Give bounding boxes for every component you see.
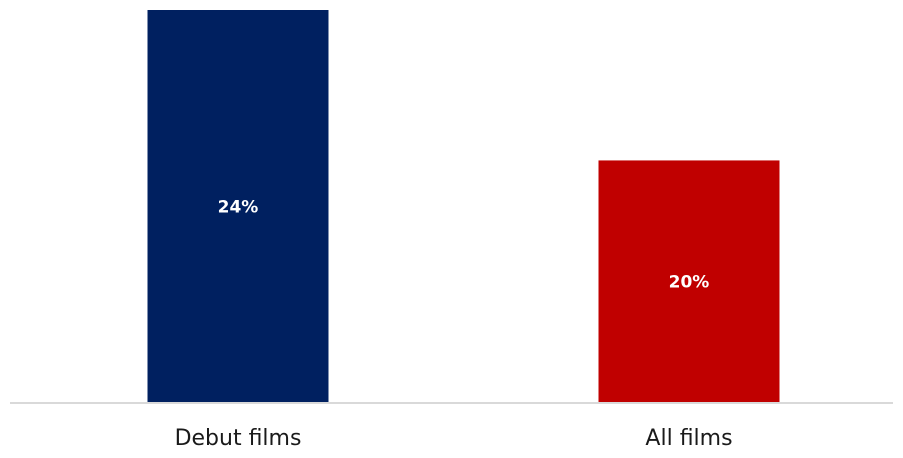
category-label-1: All films xyxy=(645,426,732,451)
bar-1 xyxy=(598,160,780,403)
bars-group xyxy=(147,10,780,403)
bar-value-label-1: 20% xyxy=(669,273,710,293)
value-labels-group: 24% 20% xyxy=(218,198,710,293)
bar-0 xyxy=(147,10,329,403)
category-label-0: Debut films xyxy=(175,426,302,451)
category-labels-group: Debut films All films xyxy=(175,426,733,451)
bar-value-label-0: 24% xyxy=(218,198,259,218)
